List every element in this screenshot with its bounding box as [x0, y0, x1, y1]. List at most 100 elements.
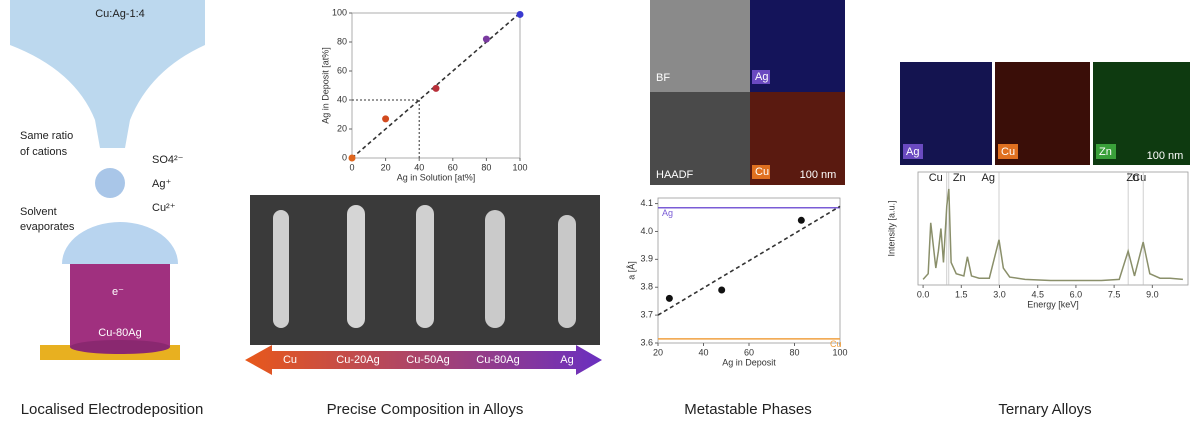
x-tick-label: 40 — [698, 347, 708, 357]
solvent-label: evaporates — [20, 221, 75, 233]
droplet — [95, 168, 125, 198]
label-box — [998, 144, 1018, 159]
map-label: Zn — [1099, 146, 1112, 158]
y-tick-label: 3.6 — [640, 337, 653, 347]
arrow-label: Cu-20Ag — [336, 354, 379, 366]
composition-arrow — [245, 345, 602, 375]
data-point — [382, 115, 390, 123]
x-axis-label: Ag in Solution [at%] — [397, 172, 476, 182]
x-tick-label: 20 — [653, 347, 663, 357]
image-label: Ag — [755, 71, 768, 83]
scale-label: 100 nm — [1147, 150, 1184, 162]
reference-label: Ag — [662, 208, 673, 218]
x-tick-label: 7.5 — [1108, 289, 1121, 299]
data-point — [432, 84, 440, 92]
peak-label: Ag — [982, 172, 995, 184]
x-tick-label: 100 — [512, 162, 527, 172]
sem-pillar — [416, 205, 434, 328]
plot-frame — [917, 171, 1189, 286]
y-tick-label: 4.1 — [640, 198, 653, 208]
data-point — [516, 10, 524, 18]
x-tick-label: 100 — [832, 347, 847, 357]
x-tick-label: 4.5 — [1031, 289, 1044, 299]
sem-pillar — [273, 210, 289, 328]
pillar-label: Cu-80Ag — [98, 327, 141, 339]
data-point — [718, 286, 726, 294]
peak-label: Zn — [953, 172, 966, 184]
data-point — [665, 294, 673, 302]
legend-entry: Ag⁺ — [152, 178, 171, 190]
peak-label: Cu — [929, 172, 943, 184]
legend-entry: Cu²⁺ — [152, 202, 176, 214]
pillar — [70, 262, 170, 347]
spectrum-line — [922, 188, 1183, 282]
x-tick-label: 1.5 — [955, 289, 968, 299]
plot-frame — [657, 197, 841, 344]
data-point — [348, 154, 356, 162]
electron-label: e⁻ — [112, 286, 124, 298]
caption: Ternary Alloys — [998, 401, 1091, 418]
arrow-label: Ag — [560, 354, 573, 366]
y-tick-label: 40 — [337, 94, 347, 104]
peak-label: Cu — [1132, 172, 1146, 184]
image-label: Cu — [755, 166, 769, 178]
x-tick-label: 6.0 — [1070, 289, 1083, 299]
x-tick-label: 40 — [414, 162, 424, 172]
x-axis-label: Ag in Deposit — [722, 357, 776, 367]
solvent-label: Solvent — [20, 206, 57, 218]
map-label: Cu — [1001, 146, 1015, 158]
arrow-label: Cu-50Ag — [406, 354, 449, 366]
data-point — [797, 216, 805, 224]
haadf-image — [650, 92, 750, 185]
y-axis-label: a [Å] — [626, 261, 636, 280]
x-tick-label: 0 — [349, 162, 354, 172]
x-tick-label: 80 — [789, 347, 799, 357]
x-tick-label: 20 — [381, 162, 391, 172]
peak-label: Zn — [1126, 172, 1139, 184]
scale-label: 100 nm — [800, 169, 837, 181]
y-tick-label: 20 — [337, 123, 347, 133]
y-tick-label: 3.7 — [640, 309, 653, 319]
legend-entry: SO4²⁻ — [152, 154, 184, 166]
x-tick-label: 80 — [481, 162, 491, 172]
meniscus — [62, 222, 178, 264]
y-axis-label: Ag in Deposit [at%] — [320, 47, 330, 124]
y-tick-label: 80 — [337, 36, 347, 46]
x-tick-label: 0.0 — [917, 289, 930, 299]
sem-pillar — [485, 210, 505, 328]
x-tick-label: 60 — [448, 162, 458, 172]
label-box — [752, 70, 770, 84]
arrow-label: Cu — [283, 354, 297, 366]
y-axis-label: Intensity [a.u.] — [886, 200, 896, 256]
caption: Localised Electrodeposition — [21, 401, 204, 418]
y-tick-label: 100 — [332, 7, 347, 17]
nozzle — [10, 0, 205, 148]
y-tick-label: 4.0 — [640, 226, 653, 236]
label-box — [903, 144, 923, 159]
fit-line — [351, 12, 521, 159]
sem-pillar — [347, 205, 365, 328]
y-tick-label: 3.8 — [640, 282, 653, 292]
sem-pillar — [558, 215, 576, 328]
x-tick-label: 9.0 — [1146, 289, 1159, 299]
label-box — [752, 165, 770, 179]
image-label: HAADF — [656, 169, 694, 181]
ratio-label: of cations — [20, 146, 68, 158]
x-axis-label: Energy [keV] — [1027, 299, 1079, 309]
y-tick-label: 3.9 — [640, 254, 653, 264]
pillar-base — [70, 340, 170, 354]
y-tick-label: 60 — [337, 65, 347, 75]
reference-label: Cu — [830, 339, 842, 349]
caption: Metastable Phases — [684, 401, 812, 418]
arrow-label: Cu-80Ag — [476, 354, 519, 366]
map-label: Ag — [906, 146, 919, 158]
nozzle-label: Cu:Ag-1:4 — [95, 8, 145, 20]
x-tick-label: 3.0 — [993, 289, 1006, 299]
ratio-label: Same ratio — [20, 130, 73, 142]
y-tick-label: 0 — [342, 152, 347, 162]
x-tick-label: 60 — [744, 347, 754, 357]
bf-image — [650, 0, 750, 92]
caption: Precise Composition in Alloys — [327, 401, 524, 418]
plot-frame — [351, 12, 521, 159]
